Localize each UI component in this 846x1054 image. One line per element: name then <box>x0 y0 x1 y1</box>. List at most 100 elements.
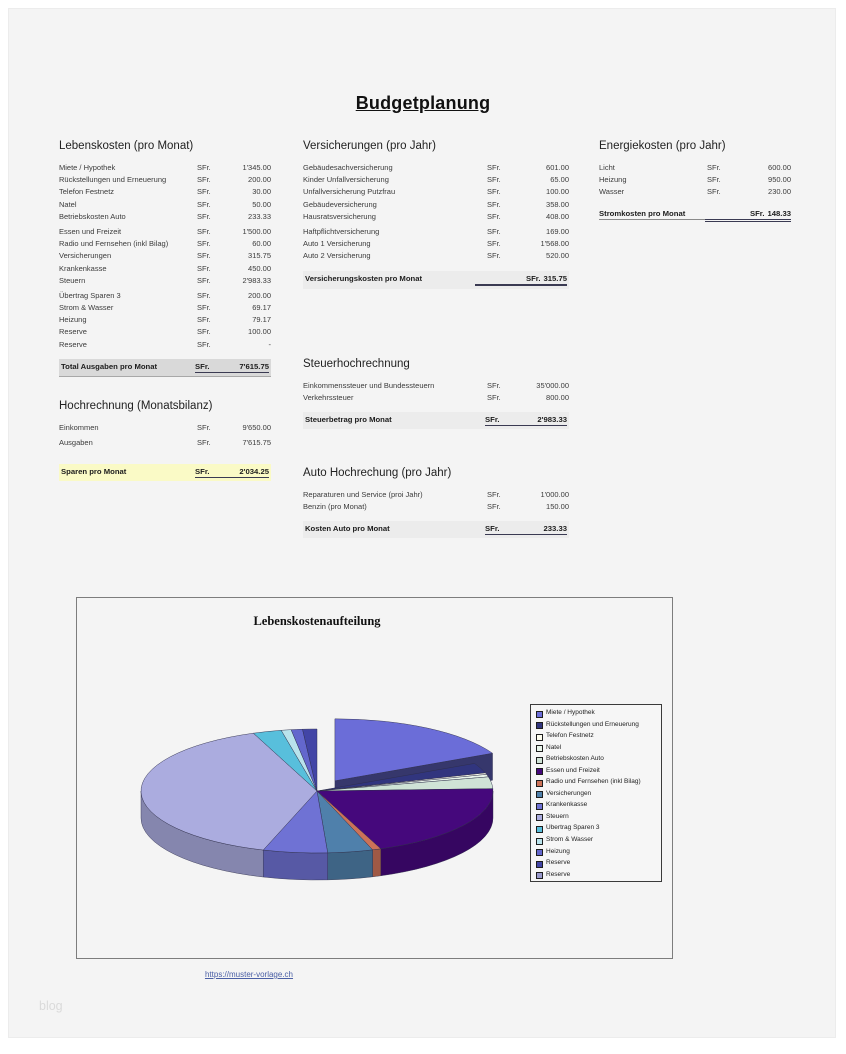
legend-item: Essen und Freizeit <box>536 767 659 779</box>
link-muster-vorlage[interactable]: https://muster-vorlage.ch <box>204 970 294 979</box>
row-amount: 169.00 <box>546 226 569 236</box>
versicherungskosten-row: Versicherungskosten pro Monat SFr. 315.75 <box>303 270 569 289</box>
row-currency: SFr. <box>707 163 721 172</box>
row-label: Radio und Fernsehen (inkl Bilag) <box>59 239 169 249</box>
row-currency: SFr. <box>707 187 721 197</box>
row-currency: SFr. <box>487 502 501 512</box>
table-row: Telefon Festnetz SFr. 30.00 <box>59 187 271 199</box>
row-currency: SFr. <box>487 163 501 172</box>
row-label: Hausratsversicherung <box>303 211 376 221</box>
table-row: Unfallversicherung Putzfrau SFr. 100.00 <box>303 187 569 199</box>
legend-marker <box>536 710 543 718</box>
legend-item: Reserve <box>536 871 659 883</box>
table-row: Kinder Unfallversicherung SFr. 65.00 <box>303 175 569 187</box>
pie-slice <box>263 849 328 881</box>
pie-slice <box>302 728 318 792</box>
row-label: Ausgaben <box>59 438 93 447</box>
row-currency: SFr. <box>487 393 501 403</box>
row-currency: SFr. <box>487 490 501 499</box>
row-label: Einkommenssteuer und Bundessteuern <box>303 381 435 390</box>
legend-label: Rückstellungen und Erneuerung <box>546 720 639 728</box>
total-amount: SFr. 2'983.33 <box>485 415 567 427</box>
row-currency: SFr. <box>197 315 211 325</box>
table-row: Heizung SFr. 79.17 <box>59 315 271 327</box>
row-label: Heizung <box>599 175 627 185</box>
table-row: Reserve SFr. 100.00 <box>59 327 271 339</box>
chart-legend-list: Miete / Hypothek Rückstellungen und Erneu… <box>536 709 659 882</box>
legend-item: Rückstellungen und Erneuerung <box>536 721 659 733</box>
total-label: Total Ausgaben pro Monat <box>61 361 158 371</box>
row-label: Benzin (pro Monat) <box>303 502 367 512</box>
row-currency: SFr. <box>197 339 211 349</box>
table-row: Betriebskosten Auto SFr. 233.33 <box>59 212 271 224</box>
row-amount: 358.00 <box>546 199 569 209</box>
table-row: Übertrag Sparen 3 SFr. 200.00 <box>59 291 271 303</box>
row-label: Wasser <box>599 187 625 197</box>
row-label: Betriebskosten Auto <box>59 211 126 221</box>
legend-marker <box>536 825 543 833</box>
table-row: Auto 2 Versicherung SFr. 520.00 <box>303 251 569 263</box>
pie-slice <box>334 718 494 782</box>
legend-marker <box>536 722 543 730</box>
chart-title: Lebenskostenaufteilung <box>253 614 381 628</box>
table-row: Licht SFr. 600.00 <box>599 163 791 175</box>
row-amount: 1'345.00 <box>242 163 271 172</box>
row-amount: - <box>268 339 272 349</box>
row-label: Reserve <box>59 339 87 349</box>
legend-label: Übertrag Sparen 3 <box>546 824 600 832</box>
table-row: Wasser SFr. 230.00 <box>599 187 791 199</box>
section-heading: Auto Hochrechung (pro Jahr) <box>303 467 452 479</box>
row-currency: SFr. <box>197 226 211 236</box>
row-amount: 69.17 <box>252 303 271 313</box>
row-label: Licht <box>599 163 615 172</box>
legend-item: Versicherungen <box>536 790 659 802</box>
row-amount: 200.00 <box>248 175 271 185</box>
row-label: Einkommen <box>59 423 99 432</box>
row-currency: SFr. <box>197 327 211 337</box>
chart-legend: Miete / Hypothek Rückstellungen und Erneu… <box>530 704 662 882</box>
section-heading: Energiekosten (pro Jahr) <box>599 140 726 152</box>
row-amount: 2'983.33 <box>242 275 271 285</box>
row-label: Unfallversicherung Putzfrau <box>303 187 396 197</box>
total-label: Versicherungskosten pro Monat <box>305 273 423 283</box>
row-amount: 600.00 <box>768 163 791 172</box>
row-amount: 200.00 <box>248 290 271 300</box>
row-label: Versicherungen <box>59 251 112 261</box>
row-currency: SFr. <box>197 303 211 313</box>
legend-label: Strom & Wasser <box>546 836 594 844</box>
footer-link-wrap: https://muster-vorlage.ch <box>9 970 489 979</box>
section-heading: Versicherungen (pro Jahr) <box>303 140 436 152</box>
legend-label: Steuern <box>546 812 569 820</box>
row-label: Miete / Hypothek <box>59 163 116 172</box>
legend-item: Betriebskosten Auto <box>536 755 659 767</box>
row-currency: SFr. <box>197 251 211 261</box>
row-currency: SFr. <box>197 239 211 249</box>
total-amount: SFr. 2'034.25 <box>195 467 269 478</box>
legend-label: Reserve <box>546 870 571 878</box>
row-currency: SFr. <box>197 275 211 285</box>
total-label: Stromkosten pro Monat <box>599 209 705 220</box>
section-energiekosten: Energiekosten (pro Jahr) Licht SFr. 600.… <box>599 140 791 222</box>
table-row: Radio und Fernsehen (inkl Bilag) SFr. 60… <box>59 239 271 251</box>
row-amount: 9'650.00 <box>242 423 271 432</box>
row-amount: 1'500.00 <box>242 226 271 236</box>
row-amount: 230.00 <box>768 187 791 197</box>
row-amount: 520.00 <box>546 251 569 261</box>
row-label: Heizung <box>59 315 87 325</box>
row-amount: 1'000.00 <box>540 490 569 499</box>
legend-label: Betriebskosten Auto <box>546 755 604 763</box>
table-row: Benzin (pro Monat) SFr. 150.00 <box>303 502 569 514</box>
pie-slice <box>140 732 318 851</box>
legend-marker <box>536 814 543 822</box>
legend-item: Miete / Hypothek <box>536 709 659 721</box>
table-row: Auto 1 Versicherung SFr. 1'568.00 <box>303 239 569 251</box>
legend-item: Natel <box>536 744 659 756</box>
legend-marker <box>536 768 543 776</box>
row-amount: 315.75 <box>248 251 271 261</box>
table-row: Hausratsversicherung SFr. 408.00 <box>303 212 569 224</box>
table-row: Ausgaben SFr. 7'615.75 <box>59 438 271 453</box>
row-currency: SFr. <box>487 251 501 261</box>
section-heading: Steuerhochrechnung <box>303 358 410 370</box>
legend-marker <box>536 791 543 799</box>
pie-slice <box>327 849 373 881</box>
